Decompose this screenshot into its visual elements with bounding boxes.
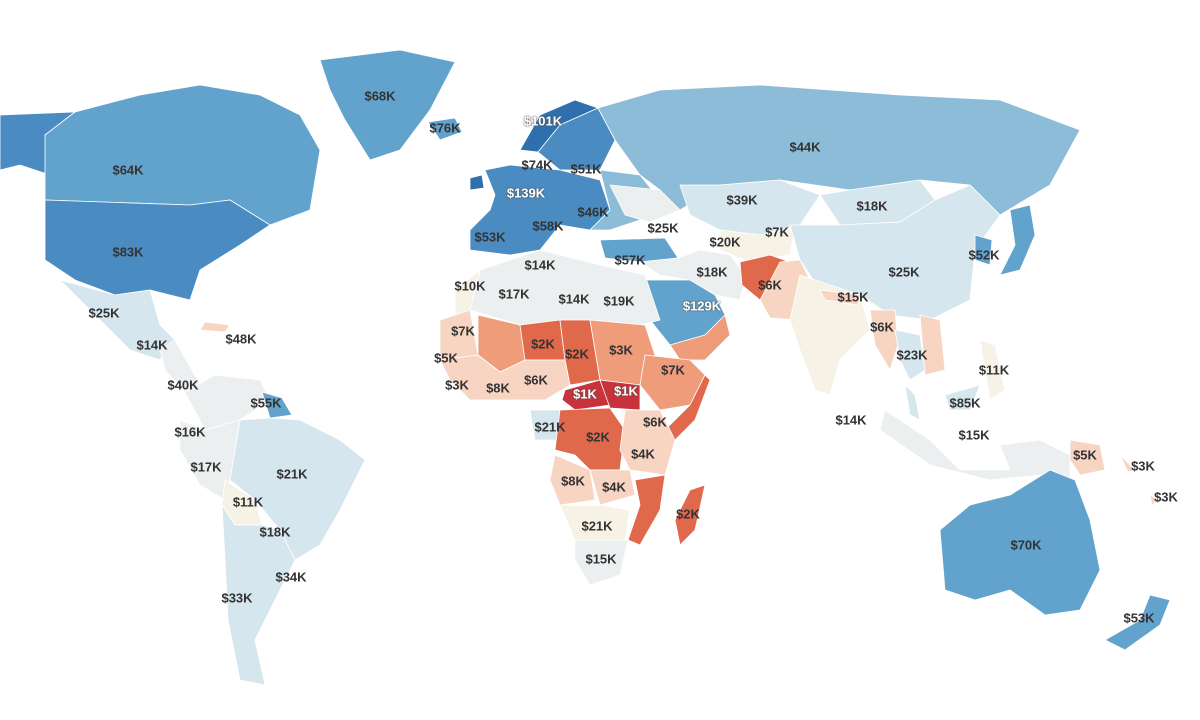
region-car[interactable] bbox=[561, 379, 611, 411]
region-myanmar[interactable] bbox=[869, 309, 899, 371]
region-pacific-islands[interactable] bbox=[1119, 454, 1159, 506]
region-nepal[interactable] bbox=[819, 289, 861, 306]
region-png[interactable] bbox=[1069, 439, 1106, 476]
region-western-europe[interactable] bbox=[469, 164, 611, 256]
region-middle-east[interactable] bbox=[639, 249, 746, 301]
region-mozambique[interactable] bbox=[627, 474, 666, 546]
region-niger[interactable] bbox=[519, 319, 566, 361]
region-russia[interactable] bbox=[597, 84, 1081, 216]
region-west-africa-south[interactable] bbox=[439, 354, 571, 401]
region-zambia[interactable] bbox=[589, 469, 636, 506]
region-thailand[interactable] bbox=[894, 329, 926, 381]
region-india[interactable] bbox=[789, 274, 871, 396]
region-new-zealand[interactable] bbox=[1104, 594, 1171, 651]
region-philippines[interactable] bbox=[979, 339, 1006, 401]
region-east-africa[interactable] bbox=[619, 409, 676, 476]
region-turkey[interactable] bbox=[599, 237, 679, 263]
region-namibia-botswana[interactable] bbox=[559, 504, 631, 546]
region-gabon-area[interactable] bbox=[529, 409, 561, 441]
region-southern-cone[interactable] bbox=[221, 504, 296, 686]
region-korea-japan[interactable] bbox=[974, 204, 1036, 276]
region-ireland[interactable] bbox=[469, 174, 485, 191]
region-madagascar[interactable] bbox=[674, 484, 706, 546]
region-caribbean[interactable] bbox=[199, 321, 231, 333]
region-guyana[interactable] bbox=[261, 391, 293, 419]
region-brazil[interactable] bbox=[229, 417, 366, 561]
region-south-africa[interactable] bbox=[574, 539, 629, 586]
region-usa[interactable] bbox=[44, 199, 271, 301]
region-malaysia[interactable] bbox=[904, 384, 981, 421]
region-iceland[interactable] bbox=[427, 117, 463, 141]
region-australia[interactable] bbox=[939, 469, 1101, 616]
region-indochina[interactable] bbox=[919, 314, 946, 376]
region-central-asia[interactable] bbox=[719, 227, 796, 263]
region-ukraine[interactable] bbox=[609, 184, 681, 223]
region-mauritania-area[interactable] bbox=[439, 309, 479, 361]
region-greenland[interactable] bbox=[319, 49, 456, 161]
region-central-america[interactable] bbox=[159, 339, 201, 393]
region-indonesia[interactable] bbox=[879, 409, 1071, 481]
region-angola[interactable] bbox=[549, 454, 596, 506]
region-chad[interactable] bbox=[559, 319, 601, 386]
